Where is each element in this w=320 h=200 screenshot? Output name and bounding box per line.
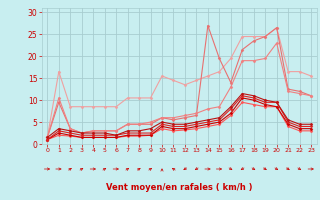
Text: Vent moyen/en rafales ( km/h ): Vent moyen/en rafales ( km/h ) [106, 183, 252, 192]
